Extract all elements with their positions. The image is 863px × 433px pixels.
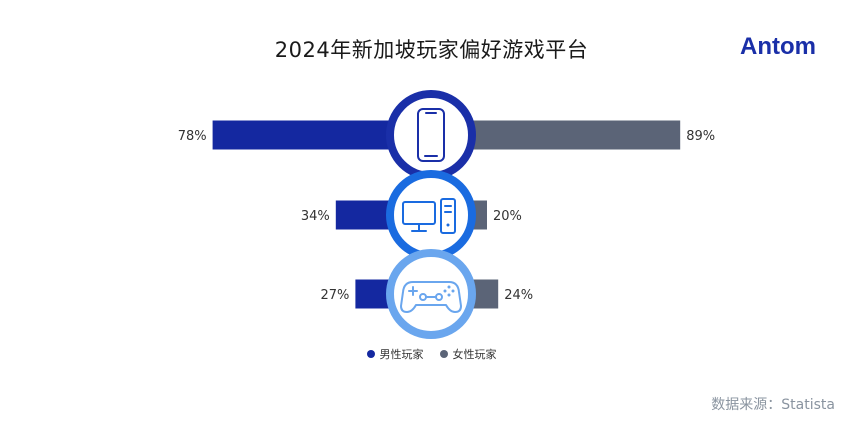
labels-layer: 78% 89% 34% 20% 27% 24% [178, 129, 715, 303]
value-label-male-mobile: 78% [178, 129, 207, 144]
gamepad-icon [400, 281, 462, 313]
value-label-female-console: 24% [504, 288, 533, 303]
chart-title: 2024年新加坡玩家偏好游戏平台 [274, 38, 589, 62]
smartphone-icon [417, 108, 445, 162]
legend-label-male: 男性玩家 [379, 348, 424, 361]
legend-item-female: 女性玩家 [439, 346, 497, 362]
value-label-male-console: 27% [320, 288, 349, 303]
value-label-female-pc: 20% [493, 209, 522, 224]
legend-swatch-female [439, 350, 448, 358]
circles-layer [386, 90, 476, 339]
value-label-male-pc: 34% [301, 209, 330, 224]
legend-item-male: 男性玩家 [366, 346, 424, 362]
value-label-female-mobile: 89% [686, 129, 715, 144]
legend-label-female: 女性玩家 [452, 348, 497, 361]
desktop-computer-icon [402, 198, 456, 234]
legend-swatch-male [366, 350, 375, 358]
antom-logo-text: Antom [740, 33, 816, 60]
category-ring-mobile [386, 90, 476, 180]
source-note: 数据来源：Statista [711, 397, 835, 413]
category-ring-console [386, 249, 476, 339]
antom-logo: Antom [740, 33, 816, 60]
legend: 男性玩家 女性玩家 [0, 346, 863, 362]
